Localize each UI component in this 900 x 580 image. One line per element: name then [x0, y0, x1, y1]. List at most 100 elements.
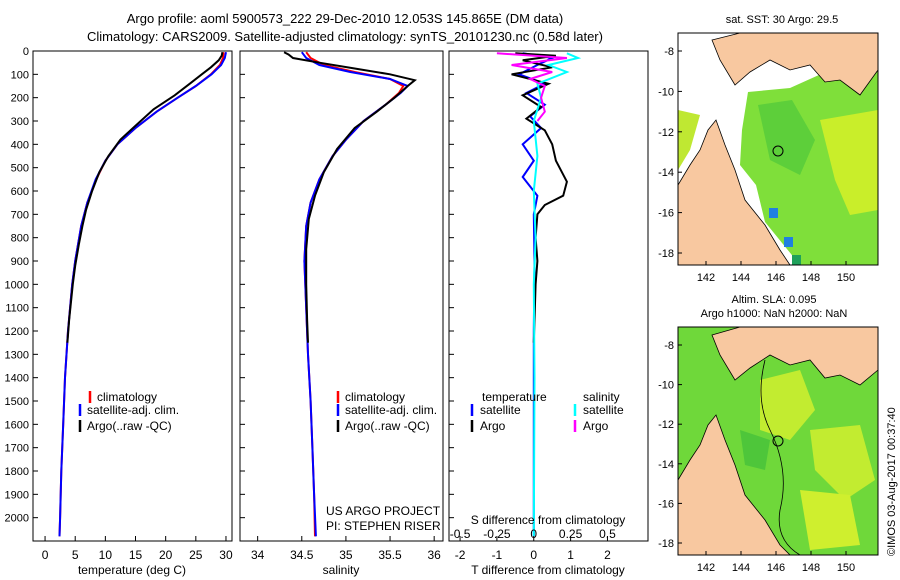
- temperature-panel: 0 5 10 15 20 25 300100200300400500600700800900…: [5, 46, 233, 577]
- legend-label-t-argo: Argo: [480, 419, 506, 433]
- y-tick-label: 1800: [5, 466, 29, 478]
- map-x-tick-label: 148: [802, 562, 820, 574]
- legend-label-climatology: climatology: [345, 390, 405, 404]
- s-difference-label: S difference from climatology: [471, 513, 626, 527]
- map-x-tick-label: 144: [732, 272, 750, 284]
- x-tick-label: 30: [219, 548, 233, 562]
- legend-label-s-argo: Argo: [583, 419, 609, 433]
- series-line-argo-raw-qc: [283, 51, 417, 343]
- legend-header-temperature: temperature: [482, 390, 547, 404]
- map-y-tick-label: -18: [658, 538, 674, 550]
- y-tick-label: 1700: [5, 443, 29, 455]
- series-line-argo-raw-qc: [66, 52, 224, 343]
- legend-header-salinity: salinity: [583, 390, 620, 404]
- s-tick-label: 0.25: [559, 527, 583, 541]
- y-tick-label: 800: [11, 233, 29, 245]
- map-y-tick-label: -10: [658, 86, 674, 98]
- y-tick-label: 1200: [5, 326, 29, 338]
- sla-field-yellow-2: [810, 425, 875, 500]
- difference-legend: temperature salinity satellite Argo sate…: [470, 390, 624, 433]
- y-tick-label: 300: [11, 116, 29, 128]
- map-x-tick-label: 150: [837, 272, 855, 284]
- project-annotation-line-1: US ARGO PROJECT: [326, 504, 441, 518]
- x-tick-label: 35.5: [378, 548, 402, 562]
- legend-label-s-satellite: satellite: [583, 403, 624, 417]
- salinity-legend: climatology satellite-adj. clim. Argo(..…: [336, 390, 437, 433]
- y-tick-label: 1400: [5, 373, 29, 385]
- series-line-satellite-adj-clim: [58, 51, 227, 537]
- map-y-tick-label: -10: [658, 380, 674, 392]
- y-tick-label: 700: [11, 209, 29, 221]
- s-tick-label: -0.5: [450, 527, 471, 541]
- legend-label-satellite: satellite-adj. clim.: [87, 403, 179, 417]
- difference-plot-frame: [448, 50, 649, 542]
- sst-map-title: sat. SST: 30 Argo: 29.5: [726, 14, 839, 26]
- argo-location-marker: [772, 435, 784, 447]
- salinity-xlabel: salinity: [323, 563, 360, 577]
- title-line-1: Argo profile: aoml 5900573_222 29-Dec-20…: [127, 11, 564, 26]
- map-y-tick-label: -14: [658, 167, 674, 179]
- series-line-s-satellite: [532, 52, 582, 537]
- temperature-xlabel: temperature (deg C): [78, 563, 186, 577]
- map-y-tick-label: -12: [658, 419, 674, 431]
- x-tick-label: 0: [530, 548, 537, 562]
- y-tick-label: 0: [23, 46, 29, 58]
- y-tick-label: 1300: [5, 349, 29, 361]
- sst-land-png: [711, 32, 879, 96]
- s-tick-label: 0: [530, 527, 537, 541]
- map-y-tick-label: -12: [658, 127, 674, 139]
- x-tick-label: 15: [129, 548, 143, 562]
- map-y-tick-label: -16: [658, 208, 674, 220]
- sst-field-cold-pixel-2: [784, 237, 793, 247]
- y-tick-label: 500: [11, 163, 29, 175]
- map-y-tick-label: -18: [658, 248, 674, 260]
- sla-field-yellow-1: [760, 370, 815, 440]
- map-y-tick-label: -14: [658, 459, 674, 471]
- y-tick-label: 900: [11, 256, 29, 268]
- sst-field-green-dark: [758, 100, 815, 175]
- salinity-plot-frame: [239, 50, 444, 542]
- y-tick-label: 1600: [5, 419, 29, 431]
- sla-field-dark-1: [740, 430, 770, 470]
- legend-label-t-satellite: satellite: [480, 403, 521, 417]
- argo-location-marker: [772, 145, 784, 157]
- sla-map-title-2: Argo h1000: NaN h2000: NaN: [701, 308, 848, 320]
- sst-field-cold-pixel-3: [792, 255, 801, 265]
- sst-field-west: [678, 110, 700, 170]
- sst-field-cold-pixel-1: [769, 208, 778, 218]
- series-line-s-argo: [496, 52, 568, 122]
- map-y-tick-label: -16: [658, 498, 674, 510]
- sst-field-yellow-east: [820, 110, 878, 215]
- legend-label-argo: Argo(..raw -QC): [87, 419, 172, 433]
- map-y-tick-label: -8: [664, 46, 674, 58]
- y-tick-label: 1000: [5, 279, 29, 291]
- sla-field-yellow-3: [800, 490, 860, 550]
- map-x-tick-label: 146: [767, 272, 785, 284]
- map-x-tick-label: 148: [802, 272, 820, 284]
- project-annotation-line-2: PI: STEPHEN RISER: [326, 519, 441, 533]
- legend-label-climatology: climatology: [97, 390, 157, 404]
- imos-timestamp: ©IMOS 03-Aug-2017 00:37:40: [886, 407, 898, 556]
- map-x-tick-label: 146: [767, 562, 785, 574]
- sla-map-frame: [677, 326, 879, 556]
- map-x-tick-label: 142: [697, 272, 715, 284]
- y-tick-label: 1900: [5, 489, 29, 501]
- x-tick-label: 2: [604, 548, 611, 562]
- y-tick-label: 400: [11, 139, 29, 151]
- sst-map-frame: [677, 32, 879, 266]
- x-tick-label: 34: [251, 548, 265, 562]
- x-tick-label: 10: [99, 548, 113, 562]
- x-tick-label: 0: [42, 548, 49, 562]
- temperature-plot-frame: [32, 50, 233, 542]
- series-line-climatology: [58, 52, 225, 537]
- x-tick-label: 36: [427, 548, 441, 562]
- x-tick-label: 20: [159, 548, 173, 562]
- x-tick-label: 5: [72, 548, 79, 562]
- sla-map: Altim. SLA: 0.095 Argo h1000: NaN h2000:…: [658, 294, 879, 574]
- map-x-tick-label: 144: [732, 562, 750, 574]
- x-tick-label: 34.5: [290, 548, 314, 562]
- legend-label-satellite: satellite-adj. clim.: [345, 403, 437, 417]
- temperature-legend: climatology satellite-adj. clim. Argo(..…: [78, 390, 179, 433]
- difference-panel: -2 -0.5 -1 -0.25 0 0 1 0.25 2 0.5 temperature sal…: [448, 50, 649, 577]
